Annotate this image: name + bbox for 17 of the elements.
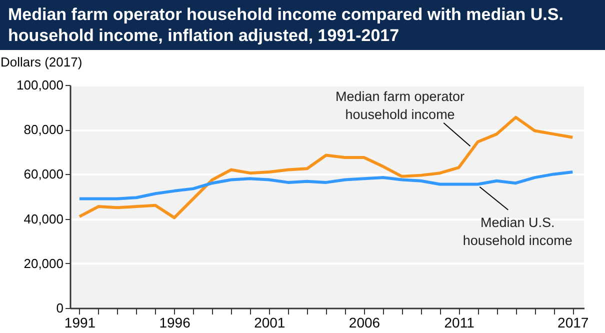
line-series [78, 170, 574, 200]
y-tick-label: 40,000 [24, 211, 64, 226]
y-axis-title: Dollars (2017) [0, 54, 82, 70]
x-tick-label: 1991 [64, 314, 96, 330]
y-tick-label: 0 [56, 300, 64, 316]
x-tick-label: 2006 [348, 314, 380, 330]
y-tick-label: 100,000 [16, 78, 64, 92]
y-tick-label: 80,000 [24, 122, 64, 138]
x-tick-label: 2011 [444, 314, 475, 330]
y-tick-label: 60,000 [24, 166, 64, 182]
x-tick-label: 2001 [254, 314, 286, 330]
x-tick-label: 2017 [558, 314, 589, 330]
y-tick-label: 20,000 [24, 256, 64, 271]
series-label: Median farm operator household income [335, 89, 466, 122]
chart-title: Median farm operator household income compared with median U.S. household income, inflation adjusted, 1991-2017 [0, 0, 605, 50]
x-tick-label: 1996 [159, 314, 191, 330]
text: Median U.S. household income [462, 215, 572, 248]
